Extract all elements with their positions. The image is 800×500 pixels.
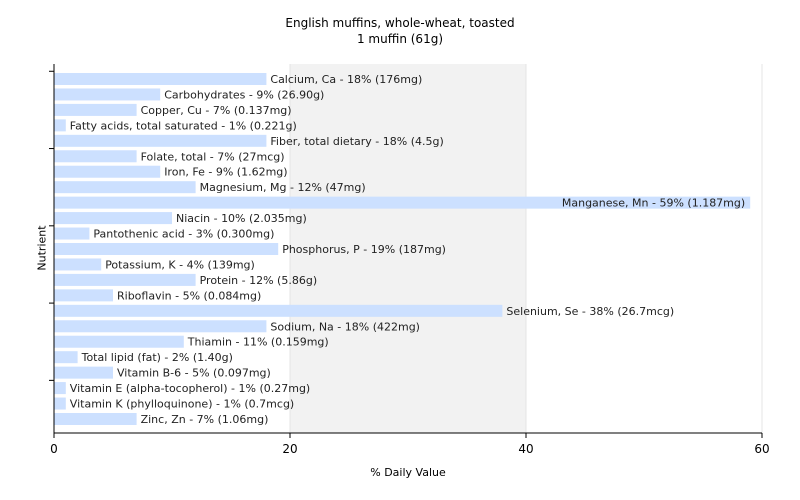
bar-label: Magnesium, Mg - 12% (47mg) [200,181,366,194]
bar-label: Folate, total - 7% (27mcg) [141,150,285,163]
bar-label: Vitamin B-6 - 5% (0.097mg) [117,367,271,380]
x-axis-label: % Daily Value [370,466,446,479]
bar [54,165,161,178]
bar-label: Phosphorus, P - 19% (187mg) [282,243,446,256]
bar [54,88,161,101]
bar-label: Pantothenic acid - 3% (0.300mg) [93,228,274,241]
bar [54,273,196,286]
bar [54,351,78,364]
bar [54,397,66,410]
bar [54,196,751,209]
x-tick-label: 40 [518,442,533,456]
bar [54,335,184,348]
bar-label: Vitamin K (phylloquinone) - 1% (0.7mcg) [70,398,294,411]
bar-label: Thiamin - 11% (0.159mg) [187,336,329,349]
bar [54,73,267,85]
bar [54,320,267,333]
bar [54,181,196,194]
bar-label: Sodium, Na - 18% (422mg) [270,320,420,333]
bar-label: Total lipid (fat) - 2% (1.40g) [81,351,233,364]
chart-subtitle: 1 muffin (61g) [356,32,443,46]
bar [54,413,137,425]
bar [54,258,102,271]
chart-title: English muffins, whole-wheat, toasted [285,16,515,30]
bar-label: Niacin - 10% (2.035mg) [176,212,307,225]
bar-label: Selenium, Se - 38% (26.7mcg) [506,305,674,318]
bar [54,243,279,255]
bar-label: Manganese, Mn - 59% (1.187mg) [562,197,745,210]
bar [54,382,66,395]
bar [54,119,66,132]
x-tick-label: 0 [50,442,58,456]
bar [54,227,90,240]
bar-label: Potassium, K - 4% (139mg) [105,258,255,271]
bar [54,304,503,317]
bar-label: Riboflavin - 5% (0.084mg) [117,289,261,302]
bar-label: Vitamin E (alpha-tocopherol) - 1% (0.27m… [70,382,310,395]
bar-label: Copper, Cu - 7% (0.137mg) [141,104,292,117]
bar-label: Zinc, Zn - 7% (1.06mg) [141,413,269,426]
bar [54,103,137,116]
bar [54,289,113,302]
bar-label: Fatty acids, total saturated - 1% (0.221… [70,119,297,132]
plot-band [526,64,762,433]
bar [54,134,267,147]
bar-label: Fiber, total dietary - 18% (4.5g) [270,135,443,148]
plot-band [290,64,526,433]
bar-label: Protein - 12% (5.86g) [200,274,318,287]
bar [54,212,172,225]
bar-label: Iron, Fe - 9% (1.62mg) [164,166,287,179]
x-tick-label: 20 [282,442,297,456]
y-axis-label: Nutrient [35,225,49,271]
x-tick-label: 60 [754,442,769,456]
bar-label: Calcium, Ca - 18% (176mg) [270,73,422,86]
bar [54,366,113,379]
bar-label: Carbohydrates - 9% (26.90g) [164,88,324,101]
bar [54,150,137,163]
